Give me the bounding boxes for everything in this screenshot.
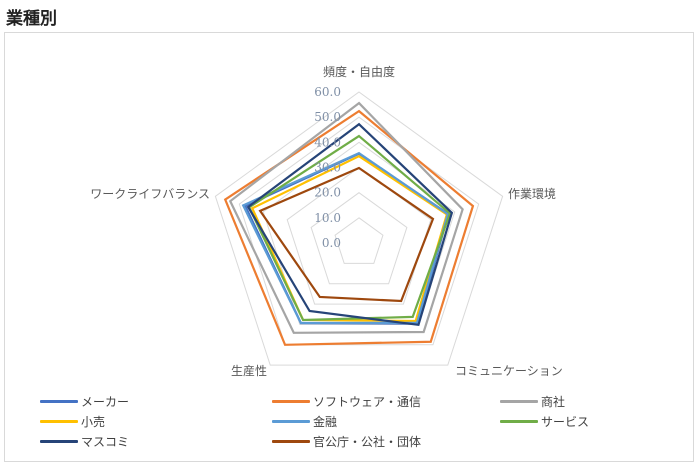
series-line <box>246 122 454 327</box>
axis-label: ワークライフバランス <box>90 187 210 201</box>
legend-item[interactable]: ソフトウェア・通信 <box>272 393 421 410</box>
legend-item[interactable]: 商社 <box>500 393 565 410</box>
tick-label: 20.0 <box>314 186 341 200</box>
grid-ring <box>334 217 384 264</box>
axis-label: 作業環境 <box>508 186 556 201</box>
legend-label: 小売 <box>81 415 106 429</box>
page-title: 業種別 <box>6 9 57 29</box>
axis-label: 頻度・自由度 <box>323 64 395 79</box>
legend-swatch-icon <box>40 420 78 423</box>
legend-label: 金融 <box>313 415 338 429</box>
legend-item[interactable]: マスコミ <box>40 433 129 450</box>
grid-ring <box>238 116 480 346</box>
legend-swatch-icon <box>500 400 538 403</box>
grid-ring <box>286 166 432 305</box>
legend-label: ソフトウェア・通信 <box>313 395 422 409</box>
legend-item[interactable]: 小売 <box>40 413 105 430</box>
legend-label: 官公庁・公社・団体 <box>313 435 422 449</box>
series-line <box>228 101 464 334</box>
legend-label: 商社 <box>541 395 566 409</box>
tick-label: 60.0 <box>314 85 341 99</box>
legend-item[interactable]: メーカー <box>40 393 129 410</box>
legend-label: マスコミ <box>81 435 130 449</box>
legend-item[interactable]: サービス <box>500 413 589 430</box>
legend-label: サービス <box>541 415 590 429</box>
legend-item[interactable]: 官公庁・公社・団体 <box>272 433 421 450</box>
legend-swatch-icon <box>272 440 310 443</box>
series-line <box>223 109 475 346</box>
series-line <box>258 166 435 303</box>
legend-swatch-icon <box>272 400 310 403</box>
chart-frame <box>4 32 694 462</box>
legend-label: メーカー <box>81 395 130 409</box>
tick-label: 40.0 <box>314 135 341 149</box>
tick-label: 10.0 <box>314 211 341 225</box>
axis-label: コミュニケーション <box>455 364 563 378</box>
legend-swatch-icon <box>40 400 78 403</box>
legend-swatch-icon <box>500 420 538 423</box>
tick-label: 50.0 <box>314 110 341 124</box>
tick-label: 0.0 <box>322 236 341 250</box>
legend-swatch-icon <box>272 420 310 423</box>
tick-label: 30.0 <box>314 161 341 175</box>
legend-swatch-icon <box>40 440 78 443</box>
legend-item[interactable]: 金融 <box>272 413 337 430</box>
series-line <box>247 134 452 322</box>
grid-ring <box>214 91 504 366</box>
grid-ring <box>310 192 408 285</box>
axis-label: 生産性 <box>231 363 267 378</box>
